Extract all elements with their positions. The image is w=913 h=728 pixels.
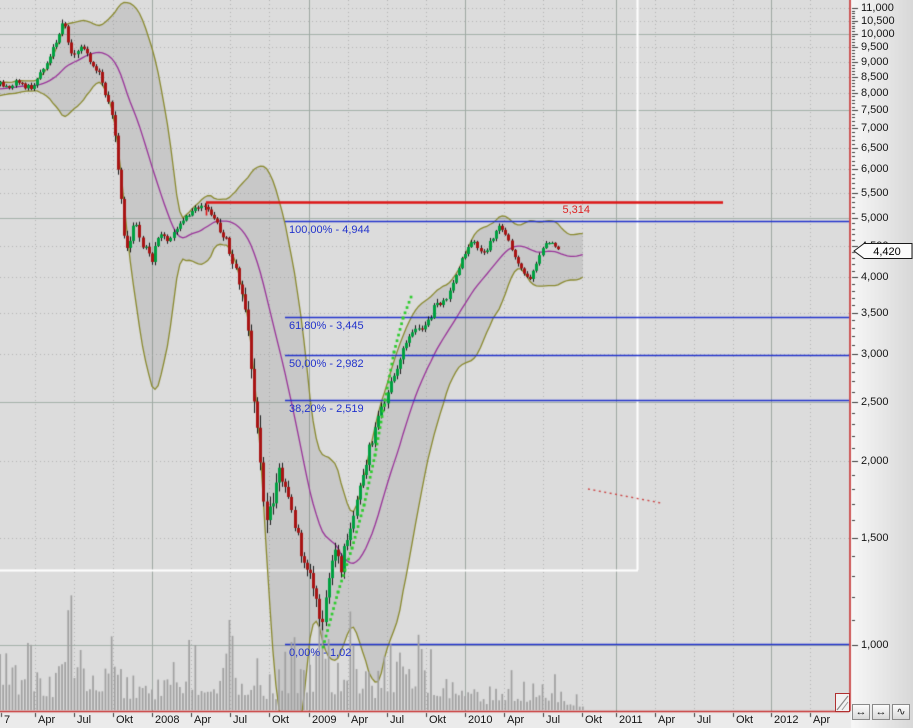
y-axis-tick-label: 9,000 bbox=[861, 55, 889, 68]
y-axis-tick-label: 2,500 bbox=[861, 395, 889, 408]
y-axis-tick-label: 8,000 bbox=[861, 87, 889, 99]
x-axis-tick-label: Jul bbox=[546, 714, 561, 726]
x-axis-tick-label: Apr bbox=[507, 714, 525, 726]
y-axis-tick-label: 1,000 bbox=[861, 639, 889, 652]
x-axis-tick-label: Jul bbox=[697, 714, 712, 726]
x-axis-tick-label: 2010 bbox=[468, 714, 493, 726]
y-axis-tick-label: 4,000 bbox=[861, 271, 889, 284]
resistance-price-label: 5,314 bbox=[562, 203, 590, 216]
y-axis-tick-label: 5,000 bbox=[861, 211, 889, 224]
y-axis-tick-label: 7,500 bbox=[861, 104, 889, 117]
x-axis-tick-label: 2012 bbox=[774, 714, 799, 726]
y-axis-tick-label: 6,500 bbox=[861, 142, 889, 155]
x-axis-tick-label: Apr bbox=[351, 714, 369, 726]
last-price-value: 4,420 bbox=[873, 246, 901, 258]
fibonacci-level-label: 38,20% - 2,519 bbox=[289, 402, 364, 415]
x-axis-tick-label: 2009 bbox=[312, 714, 337, 726]
zoom-horizontal-button[interactable]: ↔ bbox=[872, 704, 890, 720]
x-axis-tick-label: Okt bbox=[429, 714, 447, 726]
y-axis-tick-label: 3,500 bbox=[861, 306, 889, 319]
y-axis-tick-label: 3,000 bbox=[861, 347, 889, 360]
scroll-horizontal-button[interactable]: ↔ bbox=[852, 704, 870, 720]
y-axis-tick-label: 8,500 bbox=[861, 70, 889, 83]
x-axis-tick-label: 2008 bbox=[155, 714, 180, 726]
x-axis-tick-label: Jul bbox=[77, 714, 92, 726]
resize-grip[interactable] bbox=[835, 693, 850, 712]
last-price-badge: 4,420 bbox=[853, 242, 913, 259]
y-axis-tick-label: 10,000 bbox=[861, 27, 895, 40]
fibonacci-level-label: 50,00% - 2,982 bbox=[289, 358, 364, 371]
x-axis-tick-label: Jul bbox=[390, 714, 405, 726]
x-axis-tick-label: Apr bbox=[38, 714, 56, 726]
x-axis-tick-label: Apr bbox=[813, 714, 831, 726]
y-axis-tick-label: 9,500 bbox=[861, 41, 889, 54]
x-axis-tick-label: Okt bbox=[116, 714, 134, 726]
x-axis-tick-label: 2011 bbox=[619, 714, 643, 726]
fibonacci-level-label: 0,00% - 1,02 bbox=[289, 646, 352, 659]
y-axis-tick-label: 1,500 bbox=[861, 531, 889, 544]
x-axis-tick-label: Jul bbox=[233, 714, 248, 726]
y-axis-tick-label: 7,000 bbox=[861, 122, 889, 135]
y-axis-tick-label: 5,500 bbox=[861, 186, 889, 199]
x-axis-tick-label: Apr bbox=[194, 714, 212, 726]
x-axis-tick-label: Okt bbox=[585, 714, 603, 726]
fibonacci-level-label: 100,00% - 4,944 bbox=[289, 223, 370, 236]
y-axis-tick-label: 2,000 bbox=[861, 455, 889, 468]
scale-vertical-button[interactable]: ∿ bbox=[892, 704, 910, 720]
chart-nav-buttons: ↔ ↔ ∿ bbox=[852, 704, 910, 720]
y-axis-tick-label: 10,500 bbox=[861, 14, 895, 27]
x-axis-tick-label: Okt bbox=[272, 714, 290, 726]
x-axis-tick-label: 7 bbox=[4, 714, 11, 726]
y-axis-tick-label: 6,000 bbox=[861, 163, 889, 176]
x-axis-tick-label: Okt bbox=[736, 714, 754, 726]
y-axis-tick-label: 11,000 bbox=[861, 2, 894, 15]
x-axis-tick-label: Apr bbox=[658, 714, 676, 726]
fibonacci-level-label: 61,80% - 3,445 bbox=[289, 319, 364, 332]
